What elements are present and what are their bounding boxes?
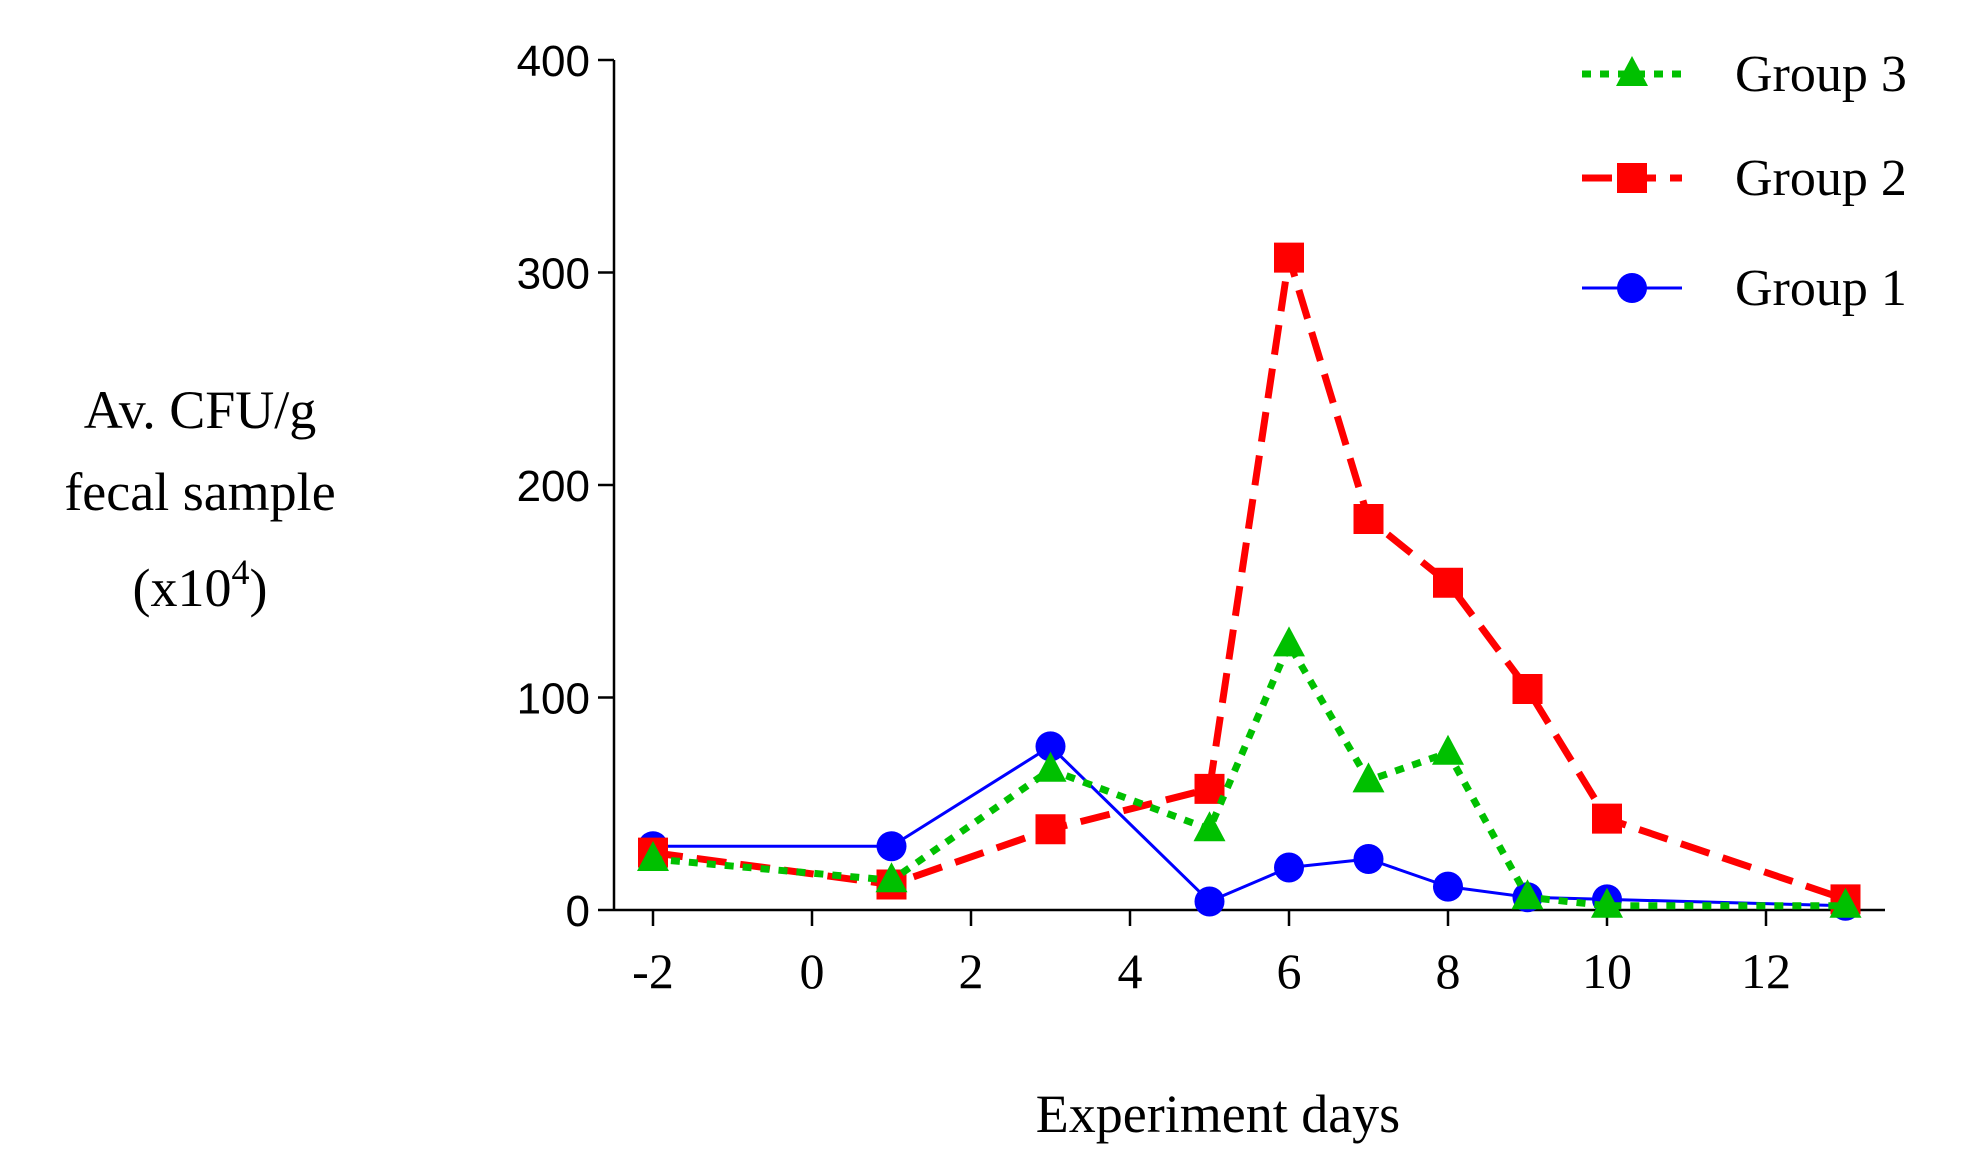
x-tick-label: 8 [1436,943,1461,999]
x-tick-label: 10 [1582,943,1632,999]
series-group-1 [638,731,1861,921]
legend-group-2-marker [1617,163,1647,193]
group-3-point [1352,762,1385,793]
series-group-2 [638,242,1861,915]
series-group-3 [637,626,1862,918]
x-tick-label: 0 [800,943,825,999]
group-2-point [1592,803,1622,834]
group-3-point [1591,887,1623,918]
group-1-point [1433,871,1463,902]
x-tick-label: 4 [1118,943,1143,999]
group-2-point [1512,674,1543,704]
group-3-point [1034,751,1067,782]
legend-item-group-1: Group 1 [1582,260,1907,317]
legend-group-3-marker [1616,56,1648,86]
legend-item-group-2: Group 2 [1582,150,1907,207]
plot-area [637,242,1862,921]
group-2-point [1035,814,1066,845]
x-tick-label: -2 [632,943,674,999]
group-1-point [1035,731,1066,762]
y-axis-unit-prefix: (x10 [133,558,232,618]
y-axis-unit-suffix: ) [250,558,268,618]
legend-item-group-3: Group 3 [1582,46,1907,103]
group-1-point [876,831,907,862]
axis-labels: Av. CFU/g fecal sample (x104) Experiment… [64,380,1400,1144]
y-tick-label: 100 [517,675,590,724]
group-3-point [1829,887,1862,918]
y-tick-label: 400 [517,37,590,86]
legend-group-2-label: Group 2 [1735,150,1907,207]
legend-group-1-marker [1617,273,1647,303]
group-3-point [1511,879,1544,910]
legend-group-1-label: Group 1 [1735,260,1907,317]
group-3-line [652,640,1846,910]
group-3-point [1273,626,1305,657]
group-2-point [1353,504,1384,534]
group-2-point [1274,242,1304,273]
group-1-point [1194,886,1225,917]
x-tick-label: 6 [1277,943,1302,999]
y-axis-title-line-3: (x104) [133,552,268,618]
group-3-point [637,841,669,871]
group-2-point [1433,567,1463,598]
legend-group-3-label: Group 3 [1735,46,1907,103]
legend: Group 3 Group 2 Group 1 [1582,46,1907,317]
group-1-point [1274,852,1304,883]
axes: 0 100 200 300 400 -2 0 2 4 6 8 10 12 [517,37,1885,999]
y-tick-label: 200 [517,462,590,511]
group-1-point [1353,844,1384,874]
x-axis-title: Experiment days [1036,1084,1400,1144]
group-3-point [875,862,908,893]
x-tick-label: 2 [959,943,984,999]
y-tick-label: 300 [517,250,590,299]
group-2-line [652,254,1847,903]
y-tick-label: 0 [566,887,590,936]
y-axis-title-line-1: Av. CFU/g [84,380,317,440]
group-3-point [1432,734,1464,765]
x-tick-label: 12 [1741,943,1791,999]
group-1-line [653,744,1846,908]
y-axis-title-line-2: fecal sample [64,462,335,522]
group-3-point [1193,811,1226,842]
y-axis-unit-exponent: 4 [232,552,250,592]
